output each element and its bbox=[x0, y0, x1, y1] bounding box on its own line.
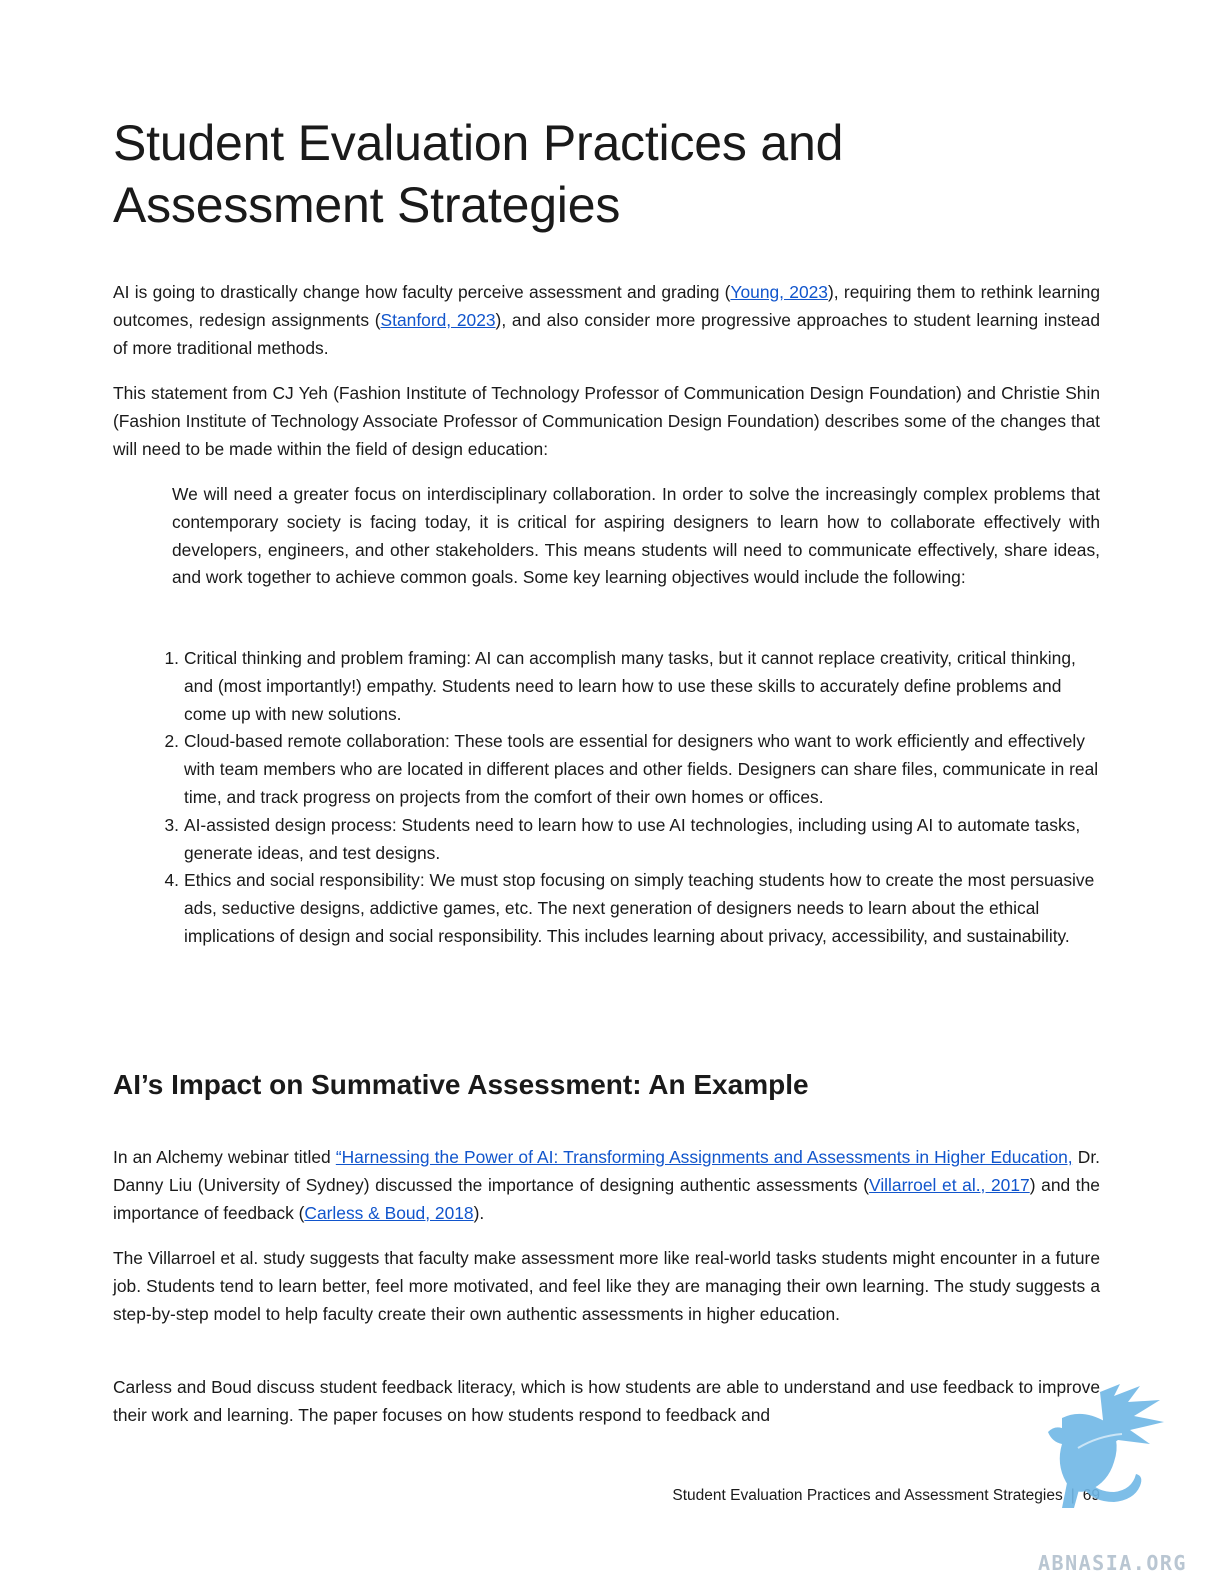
p3-text-1: In an Alchemy webinar titled bbox=[113, 1147, 336, 1167]
p3-text-2: Dr. Danny Liu (University of Sydney) dis… bbox=[113, 1147, 1100, 1195]
list-item-number: 1. bbox=[164, 648, 179, 668]
p1-text-3: ), and also consider more progressive ap… bbox=[113, 309, 1101, 358]
list-item: 3. AI-assisted design process: Students n… bbox=[113, 812, 1100, 868]
list-item: 4. Ethics and social responsibility: We m… bbox=[113, 867, 1100, 950]
list-item-text: AI-assisted design process: Students nee… bbox=[184, 814, 1081, 863]
young-2023-link[interactable]: Young, 2023 bbox=[730, 282, 828, 302]
villarroel-paragraph: The Villarroel et al. study suggests tha… bbox=[113, 1248, 1100, 1324]
list-item: 1. Critical thinking and problem framing:… bbox=[113, 645, 1100, 728]
list-item-text: Ethics and social responsibility: We mus… bbox=[184, 870, 1095, 946]
list-item-text: Cloud-based remote collaboration: These … bbox=[184, 731, 1099, 807]
p1-text-2: ), requiring them to rethink learning ou… bbox=[113, 282, 1100, 330]
statement-paragraph: This statement from CJ Yeh (Fashion Inst… bbox=[113, 383, 1100, 459]
webinar-link[interactable]: “Harnessing the Power of AI: Transformin… bbox=[335, 1147, 1073, 1167]
learning-objectives-list: 1. Critical thinking and problem framing:… bbox=[113, 645, 1100, 951]
list-item-number: 2. bbox=[164, 731, 179, 752]
list-item-number: 3. bbox=[164, 814, 179, 835]
intro-paragraph: AI is going to drastically change how fa… bbox=[113, 279, 1100, 362]
villarroel-2017-link[interactable]: Villarroel et al., 2017 bbox=[869, 1174, 1030, 1195]
carless-boud-2018-link[interactable]: Carless & Boud, 2018 bbox=[304, 1202, 474, 1223]
footer-section-title: Student Evaluation Practices and Assessm… bbox=[672, 1487, 1063, 1504]
list-item: 2. Cloud-based remote collaboration: Thes… bbox=[113, 728, 1100, 811]
p1-text-1: AI is going to drastically change how fa… bbox=[113, 282, 731, 302]
stanford-2023-link[interactable]: Stanford, 2023 bbox=[380, 309, 496, 330]
griffin-logo-icon bbox=[1048, 1384, 1164, 1508]
section-heading: AI’s Impact on Summative Assessment: An … bbox=[113, 1069, 809, 1100]
page-title: Student Evaluation Practices and Assessm… bbox=[113, 115, 844, 233]
webinar-paragraph: In an Alchemy webinar titled “Harnessing… bbox=[113, 1144, 1100, 1227]
watermark-text: ABNASIA.ORG bbox=[1038, 1551, 1187, 1575]
carless-boud-paragraph: Carless and Boud discuss student feedbac… bbox=[113, 1377, 1100, 1425]
list-item-text: Critical thinking and problem framing: A… bbox=[184, 648, 1076, 724]
p3-text-4: ). bbox=[473, 1202, 485, 1223]
p3-text-3: ) and the importance of feedback ( bbox=[113, 1174, 1100, 1223]
block-quote: We will need a greater focus on interdis… bbox=[172, 484, 1100, 588]
list-item-number: 4. bbox=[164, 870, 179, 891]
